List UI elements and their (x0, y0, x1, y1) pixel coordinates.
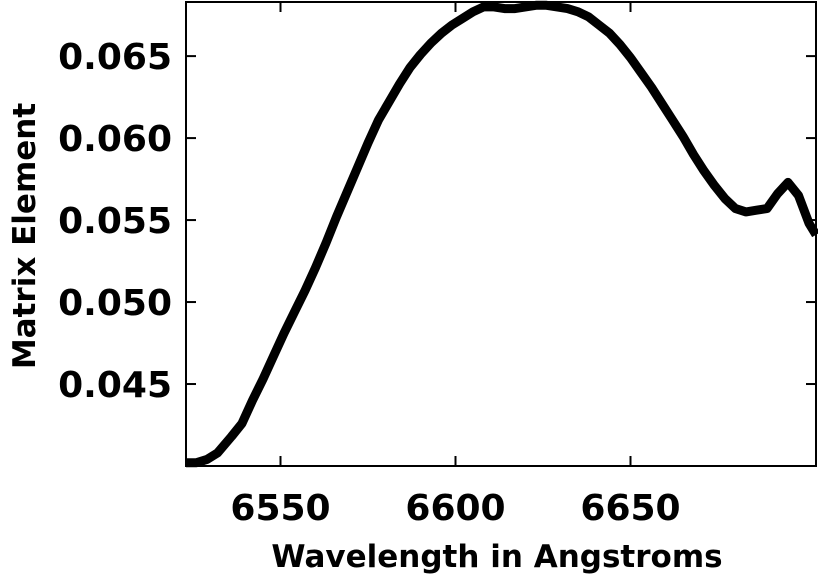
data-point (504, 8, 505, 10)
data-point (693, 154, 694, 155)
data-point (630, 57, 631, 59)
data-point (388, 101, 390, 103)
data-point (231, 436, 232, 437)
data-point (325, 242, 327, 244)
data-point (315, 267, 316, 269)
data-point (378, 119, 379, 121)
data-point (483, 6, 484, 8)
x-tick-label: 6650 (580, 488, 680, 529)
data-point (619, 44, 621, 46)
data-point (815, 234, 817, 236)
data-point (196, 462, 197, 464)
data-point (399, 83, 400, 85)
data-point (273, 355, 274, 357)
data-point (206, 458, 208, 460)
data-point (798, 195, 799, 196)
data-point (756, 209, 757, 211)
data-point (672, 119, 673, 121)
data-point (777, 193, 778, 195)
x-axis-title: Wavelength in Angstroms (271, 539, 722, 575)
data-point (567, 8, 568, 10)
data-point (735, 208, 736, 210)
data-point (420, 54, 421, 55)
y-tick-label: 0.045 (58, 365, 172, 406)
data-point (472, 11, 474, 13)
y-axis-ticks: 0.045 0.050 0.055 0.060 0.065 (58, 37, 816, 406)
data-point (514, 8, 516, 10)
data-point (252, 399, 253, 401)
data-point (304, 290, 306, 292)
data-point (294, 311, 295, 313)
data-point (525, 6, 526, 8)
data-point (714, 185, 715, 187)
data-point (357, 167, 358, 169)
data-point (535, 4, 537, 6)
data-point (336, 216, 337, 218)
y-tick-label: 0.065 (58, 37, 172, 78)
data-point (493, 6, 495, 8)
data-point (640, 72, 642, 73)
data-point (462, 17, 463, 19)
series-line (186, 0, 818, 468)
data-point (409, 67, 411, 69)
data-point (241, 422, 243, 424)
data-point (441, 32, 442, 34)
data-point (546, 4, 547, 6)
plot-frame (185, 1, 817, 467)
data-point (217, 452, 218, 454)
data-point (724, 198, 726, 200)
y-tick-label: 0.060 (58, 119, 172, 160)
x-tick-label: 6600 (405, 488, 505, 529)
data-point (588, 16, 589, 18)
y-tick-label: 0.055 (58, 201, 172, 242)
data-point (766, 208, 768, 210)
data-point (787, 181, 789, 183)
data-point (346, 191, 348, 193)
data-point (651, 86, 652, 88)
data-point (703, 170, 705, 172)
data-point (661, 103, 663, 105)
data-point (262, 378, 264, 380)
x-axis-ticks: 6550 6600 6650 (230, 2, 681, 529)
y-tick-label: 0.050 (58, 283, 172, 324)
data-point (598, 24, 600, 26)
data-point (609, 32, 610, 34)
data-point (451, 24, 453, 26)
data-point (682, 135, 684, 137)
data-point (430, 42, 432, 44)
data-point (367, 142, 369, 144)
data-point (808, 222, 810, 224)
data-point (283, 332, 285, 334)
data-point (185, 462, 187, 464)
data-point (577, 11, 579, 13)
data-point (556, 6, 558, 8)
data-point (745, 211, 747, 213)
series-layer (185, 0, 818, 468)
x-tick-label: 6550 (230, 488, 330, 529)
y-axis-title: Matrix Element (7, 103, 43, 370)
